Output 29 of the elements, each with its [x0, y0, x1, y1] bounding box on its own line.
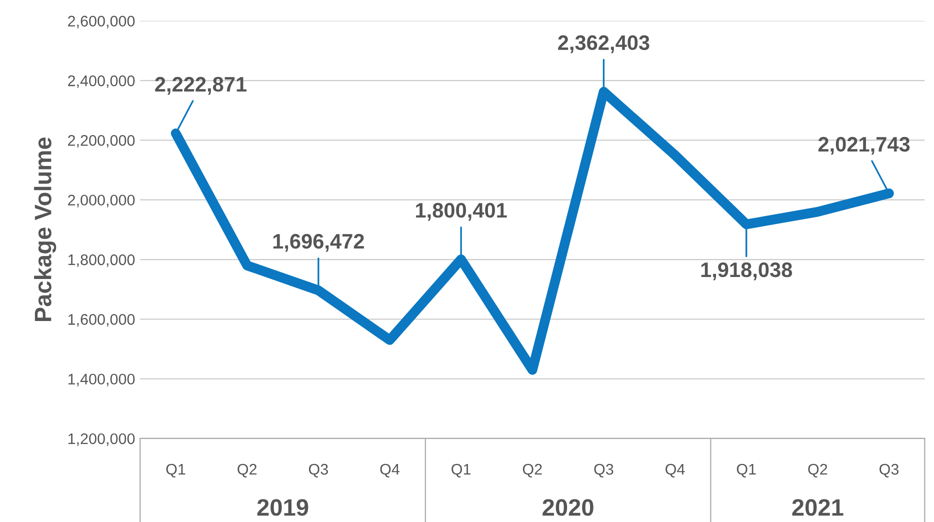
- x-tick-label: Q3: [594, 464, 614, 478]
- data-label: 2,362,403: [558, 35, 650, 54]
- text: 2020: [542, 499, 594, 516]
- x-tick-label: Q1: [166, 464, 186, 478]
- text: 2021: [792, 499, 844, 516]
- x-tick-label: Q3: [880, 464, 899, 478]
- y-tick-label: 1,600,000: [68, 314, 135, 327]
- x-tick-label: Q4: [666, 464, 685, 478]
- y-tick-label: 2,000,000: [68, 194, 135, 208]
- x-tick-label: Q2: [238, 464, 257, 478]
- x-tick-label: Q2: [522, 464, 542, 478]
- y-tick-label: 1,400,000: [68, 374, 135, 386]
- x-tick-label: Q2: [808, 464, 828, 478]
- x-tick-label: Q4: [380, 464, 400, 478]
- data-label: 2,222,871: [155, 76, 246, 95]
- data-label: 1,696,472: [273, 234, 364, 252]
- x-tick-label: Q1: [736, 464, 756, 478]
- data-label: 1,800,401: [416, 202, 507, 221]
- y-tick-label: 2,200,000: [68, 135, 135, 148]
- y-tick-label: 2,400,000: [68, 75, 135, 88]
- data-label: 2,021,743: [818, 136, 910, 155]
- y-tick-label: 1,800,000: [68, 254, 135, 267]
- y-axis-title: Package Volume: [34, 138, 56, 322]
- data-label: 1,918,038: [701, 262, 792, 280]
- y-tick-label: 1,200,000: [68, 433, 135, 446]
- x-tick-label: Q1: [452, 464, 470, 478]
- y-tick-label: 2,600,000: [68, 16, 135, 28]
- x-tick-label: Q3: [308, 464, 328, 478]
- text: 2019: [257, 499, 308, 516]
